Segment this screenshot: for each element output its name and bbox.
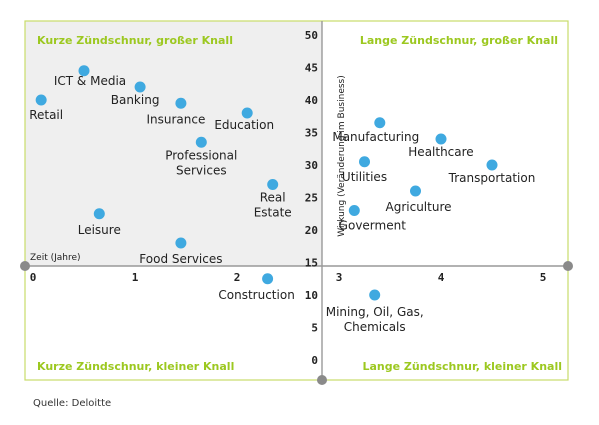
x-axis-title: Zeit (Jahre) bbox=[30, 253, 81, 263]
data-point-label: Construction bbox=[218, 288, 294, 302]
y-tick-label: 15 bbox=[305, 257, 318, 270]
x-axis-right-knob bbox=[563, 261, 573, 271]
quadrant-label-bottom-right: Lange Zündschnur, kleiner Knall bbox=[363, 360, 563, 373]
x-tick-label: 5 bbox=[540, 271, 547, 284]
x-tick-label: 0 bbox=[30, 271, 37, 284]
y-tick-label: 5 bbox=[311, 322, 318, 335]
y-tick-label: 0 bbox=[311, 354, 318, 367]
y-axis-title: Wirkung (Veränderung im Business) bbox=[337, 75, 347, 237]
data-point bbox=[374, 117, 386, 129]
data-point bbox=[267, 179, 279, 190]
x-tick-label: 3 bbox=[336, 271, 343, 284]
data-point-label: Retail bbox=[29, 108, 63, 122]
data-point bbox=[93, 208, 105, 220]
data-point bbox=[35, 94, 47, 106]
x-tick-label: 4 bbox=[438, 271, 445, 284]
quadrant-label-top-left: Kurze Zündschnur, großer Knall bbox=[37, 34, 233, 47]
data-point-label: Food Services bbox=[139, 252, 222, 266]
data-point bbox=[175, 97, 187, 109]
source-note: Quelle: Deloitte bbox=[33, 398, 112, 409]
data-point-label: Banking bbox=[111, 93, 160, 107]
data-point-label: Healthcare bbox=[408, 145, 473, 159]
data-point bbox=[410, 185, 421, 197]
data-point bbox=[435, 133, 447, 145]
data-point bbox=[195, 136, 207, 148]
data-point bbox=[348, 205, 360, 216]
data-point-label: Mining, Oil, Gas, bbox=[326, 305, 424, 319]
data-point-label: Manufacturing bbox=[332, 130, 419, 144]
y-tick-label: 10 bbox=[305, 289, 318, 302]
data-point bbox=[486, 159, 498, 171]
y-tick-label: 30 bbox=[305, 159, 318, 172]
data-point bbox=[262, 273, 274, 285]
data-point-label: Chemicals bbox=[344, 320, 406, 334]
data-point-label: Real bbox=[260, 191, 286, 205]
y-tick-label: 25 bbox=[305, 192, 318, 205]
data-point-label: Leisure bbox=[78, 223, 121, 237]
data-point-label: ICT & Media bbox=[54, 74, 126, 88]
x-axis-left-knob bbox=[20, 261, 30, 271]
data-point bbox=[369, 289, 381, 301]
y-tick-label: 35 bbox=[305, 127, 318, 140]
y-tick-label: 45 bbox=[305, 62, 318, 75]
y-axis-bottom-knob bbox=[317, 375, 327, 385]
data-point bbox=[241, 107, 253, 119]
quadrant-label-top-right: Lange Zündschnur, großer Knall bbox=[360, 34, 558, 47]
data-point-label: Services bbox=[176, 163, 227, 177]
data-point-label: Transportation bbox=[448, 171, 536, 185]
data-point bbox=[78, 65, 90, 77]
x-tick-label: 1 bbox=[132, 271, 139, 284]
quadrant-label-bottom-left: Kurze Zündschnur, kleiner Knall bbox=[37, 360, 234, 373]
data-point-label: Goverment bbox=[339, 219, 407, 233]
y-tick-label: 50 bbox=[305, 29, 318, 42]
data-point bbox=[134, 81, 146, 93]
data-point-label: Estate bbox=[254, 206, 292, 220]
data-point-label: Education bbox=[214, 118, 274, 132]
chart-frame bbox=[24, 20, 569, 381]
y-tick-label: 40 bbox=[305, 94, 318, 107]
quadrant-top-left-bg bbox=[25, 21, 322, 266]
data-point-label: Utilities bbox=[342, 170, 387, 184]
data-point-label: Insurance bbox=[146, 112, 205, 126]
data-point bbox=[175, 237, 187, 249]
data-point-label: Agriculture bbox=[386, 200, 452, 214]
y-tick-label: 20 bbox=[305, 224, 318, 237]
data-point-label: Professional bbox=[165, 148, 237, 162]
x-tick-label: 2 bbox=[234, 271, 241, 284]
data-point bbox=[359, 156, 370, 168]
